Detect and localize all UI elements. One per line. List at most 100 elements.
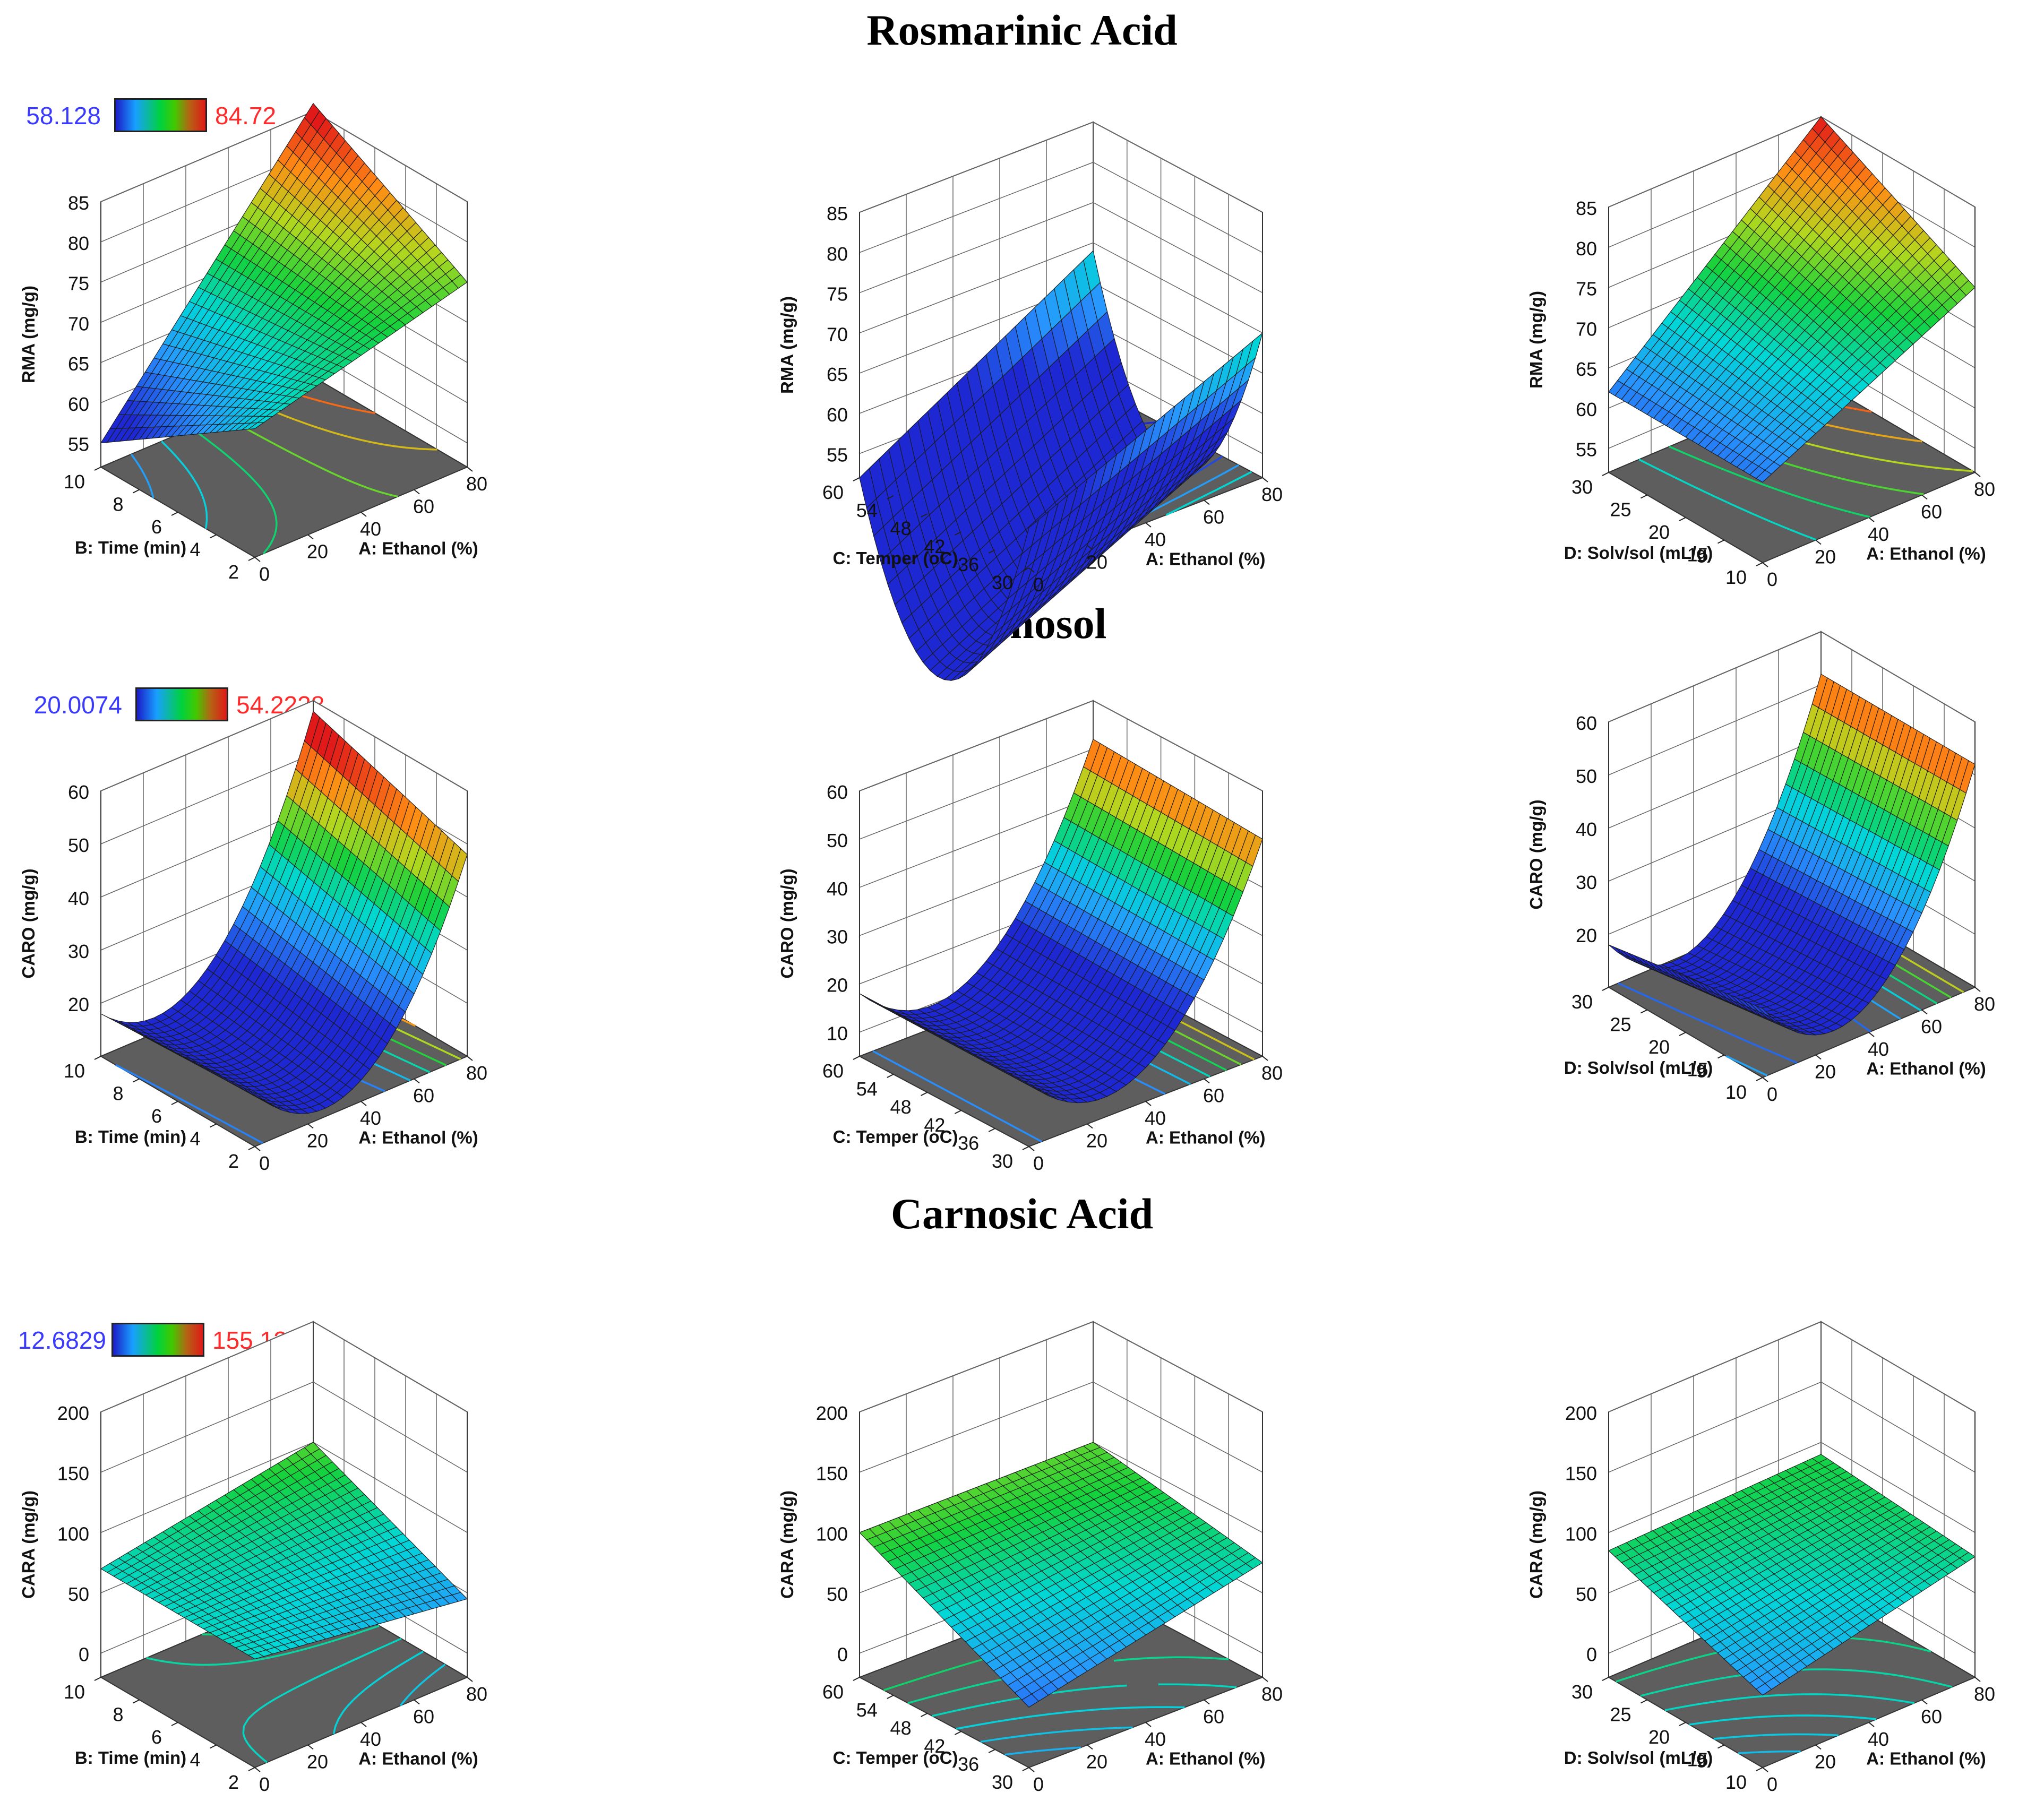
x-tick xyxy=(254,1146,261,1151)
x-tick-label: 20 xyxy=(307,541,328,563)
y-tick xyxy=(210,1123,217,1128)
floor-contour-line xyxy=(1004,1746,1081,1756)
colorbar-gradient xyxy=(135,687,228,721)
y-tick-label: 2 xyxy=(228,1771,239,1793)
z-tick-label: 40 xyxy=(68,887,89,909)
z-tick-label: 60 xyxy=(827,404,848,426)
x-tick xyxy=(1762,562,1768,567)
x-tick-label: 0 xyxy=(259,1773,270,1795)
x-tick xyxy=(1974,472,1981,477)
x-tick-label: 60 xyxy=(413,1706,434,1728)
surface-patch xyxy=(1021,1080,1039,1091)
z-axis-label: CARO (mg/g) xyxy=(777,868,797,978)
legend-min-value: 20.0074 xyxy=(33,691,122,719)
x-tick-label: 20 xyxy=(307,1751,328,1773)
wall-gridline xyxy=(859,202,1263,294)
x-tick xyxy=(254,1767,261,1772)
z-tick-label: 30 xyxy=(827,926,848,948)
x-axis-label: A: Ethanol (%) xyxy=(358,539,478,558)
x-tick-label: 60 xyxy=(1203,506,1224,528)
y-tick xyxy=(1022,1146,1029,1150)
y-tick-label: 42 xyxy=(924,1114,945,1136)
x-tick xyxy=(1762,1077,1768,1082)
y-tick-label: 2 xyxy=(228,1150,239,1172)
x-tick xyxy=(1087,545,1093,550)
y-tick-label: 30 xyxy=(992,1150,1013,1172)
wall-gridline xyxy=(859,161,1263,253)
y-tick-label: 4 xyxy=(190,539,200,561)
y-tick xyxy=(1717,539,1724,544)
y-tick xyxy=(921,1092,928,1096)
x-tick xyxy=(414,1078,420,1084)
y-tick-label: 6 xyxy=(151,1105,162,1127)
floor-contour-line xyxy=(399,1664,446,1706)
x-tick-label: 80 xyxy=(1261,484,1283,505)
z-tick-label: 85 xyxy=(827,203,848,225)
floor-contour-line xyxy=(1669,445,1870,518)
legend-min-value: 58.128 xyxy=(26,102,101,130)
wall-gridline xyxy=(859,122,1263,213)
y-tick-label: 60 xyxy=(822,1060,844,1082)
z-tick-label: 60 xyxy=(1576,399,1597,420)
x-tick-label: 0 xyxy=(259,1152,270,1174)
y-tick-label: 10 xyxy=(64,1681,85,1703)
z-tick-label: 100 xyxy=(57,1523,89,1545)
y-tick xyxy=(171,1101,178,1105)
y-tick-label: 54 xyxy=(856,499,878,521)
wall-gridline xyxy=(1608,631,1976,722)
z-tick-label: 50 xyxy=(827,1583,848,1605)
y-tick-label: 6 xyxy=(151,1726,162,1748)
y-tick xyxy=(1022,567,1029,572)
z-tick-label: 20 xyxy=(827,975,848,996)
y-tick xyxy=(853,477,860,481)
title-rosmarinic-acid: Rosmarinic Acid xyxy=(866,6,1178,54)
z-tick-label: 20 xyxy=(1576,925,1597,946)
floor-contour-line xyxy=(980,1726,1133,1743)
y-tick xyxy=(133,1699,140,1704)
z-tick-label: 200 xyxy=(57,1402,89,1424)
y-tick-label: 36 xyxy=(958,1132,979,1154)
x-tick xyxy=(467,1677,473,1682)
y-tick xyxy=(133,1078,140,1083)
z-tick-label: 75 xyxy=(1576,278,1597,300)
y-tick xyxy=(1641,494,1647,499)
y-tick xyxy=(1679,517,1686,521)
y-tick xyxy=(1756,562,1763,566)
y-tick xyxy=(954,1110,961,1114)
y-axis-label: B: Time (min) xyxy=(75,538,186,557)
x-tick-label: 40 xyxy=(360,1107,381,1129)
y-tick xyxy=(1679,1032,1686,1036)
z-tick-label: 60 xyxy=(827,781,848,803)
z-tick-label: 85 xyxy=(1576,197,1597,219)
x-tick xyxy=(1204,1078,1210,1084)
x-tick xyxy=(254,557,261,562)
z-tick-label: 80 xyxy=(827,243,848,265)
x-tick-label: 60 xyxy=(1203,1085,1224,1107)
y-tick-label: 2 xyxy=(228,561,239,583)
z-tick-label: 0 xyxy=(79,1644,89,1666)
y-tick-label: 10 xyxy=(1725,566,1747,588)
y-axis-label: B: Time (min) xyxy=(75,1748,186,1768)
x-axis-label: A: Ethanol (%) xyxy=(1866,1059,1986,1079)
z-tick-label: 70 xyxy=(1576,318,1597,340)
x-tick xyxy=(1921,1009,1928,1015)
x-tick-label: 60 xyxy=(1921,501,1942,523)
y-axis-label: D: Solv/sol (mL/g) xyxy=(1564,543,1713,563)
y-tick-label: 20 xyxy=(1648,1036,1670,1058)
z-tick-label: 60 xyxy=(68,781,89,803)
y-tick xyxy=(171,1722,178,1726)
y-tick xyxy=(133,489,140,494)
y-tick-label: 10 xyxy=(64,471,85,493)
y-tick xyxy=(210,534,217,539)
colorbar-legend-rma: 58.128 84.72 xyxy=(11,97,287,134)
y-tick-label: 54 xyxy=(856,1078,878,1100)
y-axis-label: B: Time (min) xyxy=(75,1127,186,1147)
wall-gridline xyxy=(100,700,468,791)
